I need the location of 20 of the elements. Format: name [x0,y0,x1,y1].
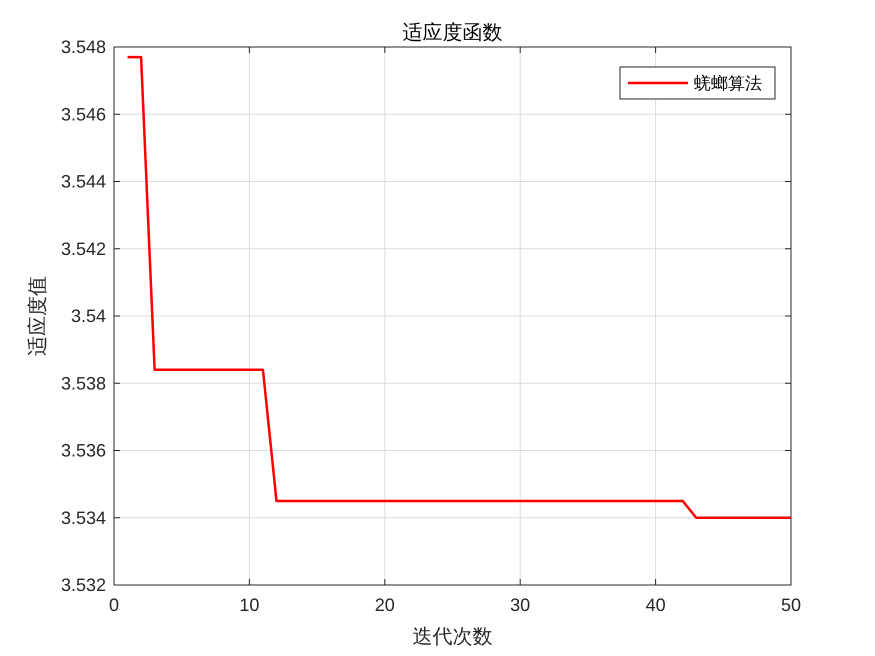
x-tick-label: 0 [108,595,120,615]
chart-title: 适应度函数 [402,22,502,44]
x-tick-label: 10 [239,595,260,615]
x-tick-label: 50 [780,595,802,615]
y-tick-label: 3.534 [60,508,106,528]
y-tick-label: 3.536 [60,440,106,460]
y-tick-label: 3.54 [70,306,106,326]
y-tick-label: 3.538 [60,373,106,394]
y-tick-label: 3.544 [60,172,106,192]
x-tick-label: 40 [646,595,666,615]
x-axis-title: 迭代次数 [412,626,492,648]
y-tick-label: 3.548 [60,37,106,57]
x-tick-label: 30 [510,595,530,615]
line-series [126,56,792,519]
y-axis-title: 适应度值 [27,276,49,356]
legend-label: 蜣螂算法 [694,74,762,93]
y-tick-label: 3.546 [60,104,106,124]
x-tick-label: 20 [374,595,395,615]
y-tick-label: 3.542 [60,238,106,259]
y-tick-label: 3.532 [60,575,106,595]
